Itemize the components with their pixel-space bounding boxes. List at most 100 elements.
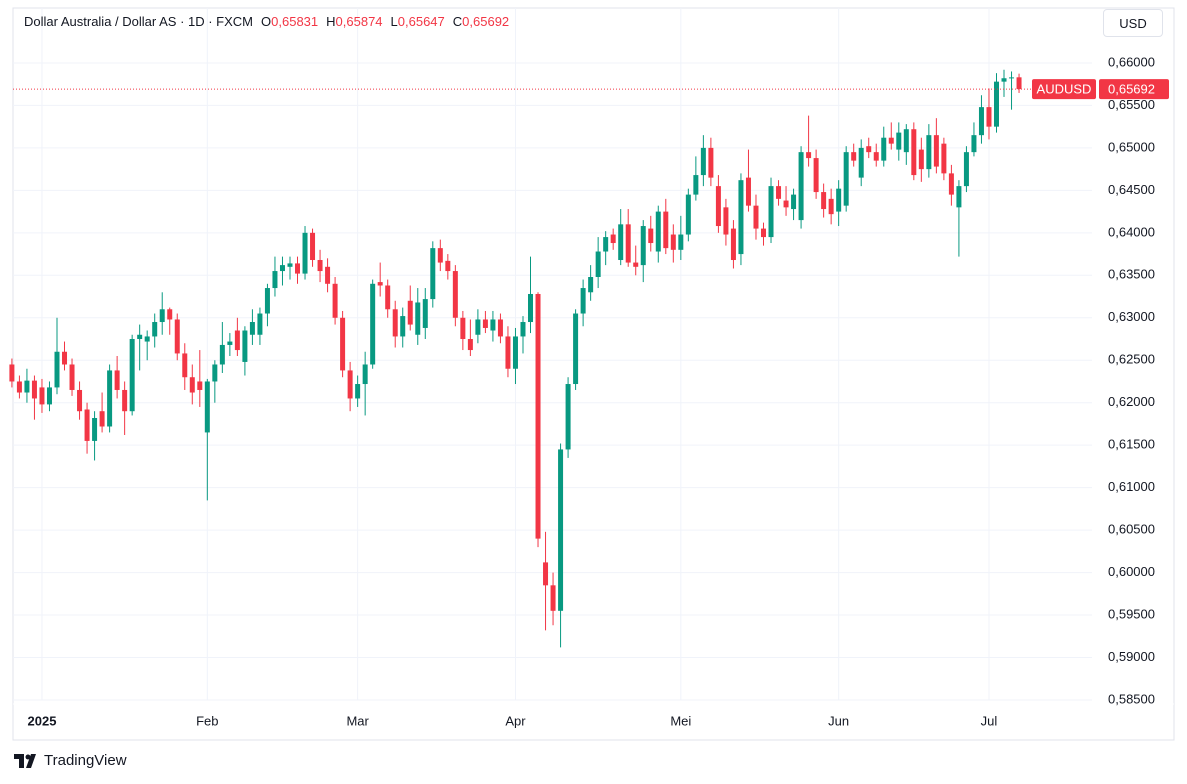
candle-body bbox=[272, 271, 278, 289]
y-tick-label: 0,66000 bbox=[1108, 54, 1155, 69]
branding: TradingView bbox=[14, 752, 127, 769]
legend-key: O bbox=[261, 14, 272, 29]
candle-body bbox=[467, 339, 473, 351]
candle-body bbox=[24, 380, 30, 393]
candle-body bbox=[558, 449, 564, 611]
candle-body bbox=[926, 135, 932, 170]
candle-body bbox=[693, 175, 699, 195]
candle-body bbox=[888, 137, 894, 144]
legend-key: C bbox=[452, 14, 463, 29]
candle-body bbox=[821, 192, 827, 210]
candle-body bbox=[249, 322, 255, 335]
candle-body bbox=[580, 288, 586, 314]
candle-body bbox=[918, 149, 924, 170]
candle-body bbox=[62, 351, 68, 365]
candle-body bbox=[986, 107, 992, 127]
candle-body bbox=[422, 299, 428, 328]
candle-body bbox=[482, 319, 488, 328]
candle-body bbox=[219, 344, 225, 365]
candle-body bbox=[993, 81, 999, 127]
candle-body bbox=[625, 224, 631, 263]
candle-body bbox=[866, 146, 872, 153]
candle-body bbox=[407, 300, 413, 325]
candle-body bbox=[505, 336, 511, 369]
candle-body bbox=[325, 266, 331, 284]
candle-body bbox=[415, 302, 421, 335]
candle-body bbox=[137, 334, 143, 340]
candle-body bbox=[279, 265, 285, 272]
legend-key: H bbox=[326, 14, 336, 29]
candle-body bbox=[377, 282, 383, 286]
candle-body bbox=[723, 207, 729, 235]
candle-body bbox=[565, 384, 571, 450]
candle-body bbox=[385, 285, 391, 310]
candle-body bbox=[16, 381, 22, 393]
candle-body bbox=[452, 271, 458, 318]
candle-body bbox=[738, 180, 744, 255]
candle-body bbox=[956, 186, 962, 208]
symbol-tag bbox=[1032, 79, 1096, 100]
candle-body bbox=[167, 309, 173, 320]
candle-body bbox=[528, 293, 534, 323]
y-tick-label: 0,61000 bbox=[1108, 479, 1155, 494]
price-tag bbox=[1099, 79, 1169, 100]
x-tick-label: Jul bbox=[981, 713, 998, 728]
candle-body bbox=[69, 364, 75, 390]
candle-body bbox=[851, 152, 857, 161]
y-tick-label: 0,65000 bbox=[1108, 139, 1155, 154]
y-tick-label: 0,64500 bbox=[1108, 182, 1155, 197]
candle-body bbox=[497, 319, 503, 337]
candle-body bbox=[948, 173, 954, 195]
x-tick-label: Feb bbox=[196, 713, 218, 728]
candle-body bbox=[400, 316, 406, 337]
x-tick-label: 2025 bbox=[28, 713, 57, 728]
candle-body bbox=[813, 158, 819, 193]
candle-body bbox=[806, 152, 812, 159]
candle-body bbox=[603, 237, 609, 252]
candle-body bbox=[92, 417, 98, 441]
candle-body bbox=[144, 336, 150, 342]
legend-value: 0,65874 bbox=[335, 14, 383, 29]
candle-body bbox=[204, 381, 210, 433]
candle-body bbox=[791, 194, 797, 210]
candle-body bbox=[122, 389, 128, 412]
candle-body bbox=[715, 186, 721, 227]
brand-name: TradingView bbox=[44, 752, 127, 769]
candle-body bbox=[648, 228, 654, 244]
y-tick-label: 0,60000 bbox=[1108, 564, 1155, 579]
candle-body bbox=[460, 317, 466, 340]
y-tick-label: 0,58500 bbox=[1108, 691, 1155, 706]
x-tick-label: Mei bbox=[670, 713, 691, 728]
candle-body bbox=[129, 339, 135, 412]
candle-body bbox=[189, 377, 195, 393]
candle-body bbox=[573, 313, 579, 385]
candle-body bbox=[761, 228, 766, 238]
candle-body bbox=[633, 262, 639, 267]
candle-body bbox=[1009, 77, 1015, 79]
candle-body bbox=[197, 381, 203, 390]
candle-body bbox=[287, 263, 293, 267]
candle-body bbox=[39, 387, 45, 405]
legend-title: Dollar Australia / Dollar AS · 1D · FXCM bbox=[24, 14, 254, 29]
candle-body bbox=[776, 186, 782, 199]
candle-body bbox=[310, 232, 316, 261]
currency-button[interactable]: USD bbox=[1103, 9, 1163, 37]
candle-body bbox=[212, 364, 218, 382]
candle-body bbox=[685, 194, 691, 235]
candle-body bbox=[174, 319, 180, 354]
candle-body bbox=[1001, 78, 1007, 82]
y-tick-label: 0,59000 bbox=[1108, 649, 1155, 664]
symbol-tag-label: AUDUSD bbox=[1037, 82, 1092, 97]
price-tag-label: 0,65692 bbox=[1108, 82, 1155, 97]
candle-body bbox=[152, 322, 158, 337]
candle-body bbox=[512, 336, 518, 369]
candle-body bbox=[84, 409, 90, 441]
legend-value: 0,65831 bbox=[271, 14, 319, 29]
candle-body bbox=[610, 234, 616, 244]
candle-body bbox=[46, 387, 52, 405]
candle-body bbox=[535, 293, 541, 539]
candle-body bbox=[655, 211, 661, 252]
candle-body bbox=[234, 330, 240, 351]
y-tick-label: 0,61500 bbox=[1108, 437, 1155, 452]
candle-body bbox=[730, 228, 736, 261]
